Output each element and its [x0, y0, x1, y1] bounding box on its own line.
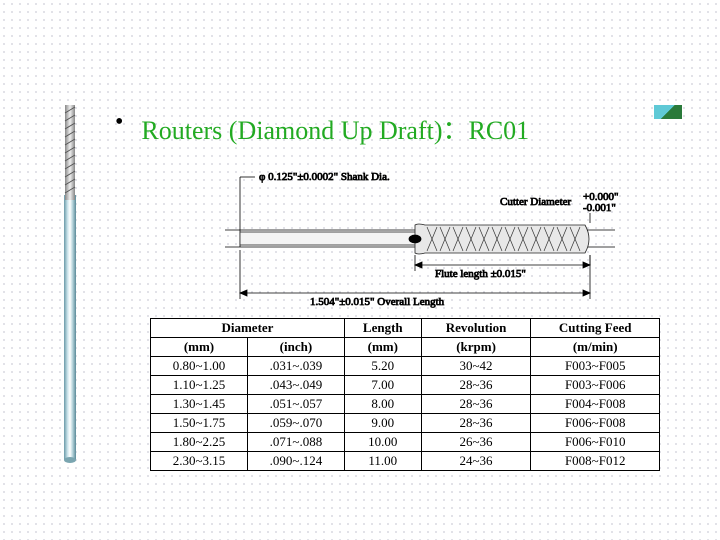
- table-cell: F004~F008: [531, 395, 660, 414]
- table-cell: 30~42: [421, 357, 531, 376]
- col-rev-unit: (krpm): [421, 338, 531, 357]
- table-cell: F008~F012: [531, 452, 660, 471]
- table-row: 1.30~1.45.051~.0578.0028~36F004~F008: [151, 395, 660, 414]
- col-feed: Cutting Feed: [531, 319, 660, 338]
- table-cell: 7.00: [344, 376, 421, 395]
- table-cell: 5.20: [344, 357, 421, 376]
- table-cell: F006~F010: [531, 433, 660, 452]
- table-cell: 1.50~1.75: [151, 414, 248, 433]
- router-bit-photo: [55, 105, 85, 465]
- table-cell: 11.00: [344, 452, 421, 471]
- table-cell: .043~.049: [247, 376, 344, 395]
- table-cell: 9.00: [344, 414, 421, 433]
- table-cell: 0.80~1.00: [151, 357, 248, 376]
- table-cell: 1.30~1.45: [151, 395, 248, 414]
- table-cell: .071~.088: [247, 433, 344, 452]
- spec-table: Diameter Length Revolution Cutting Feed …: [150, 318, 660, 471]
- table-row: 1.10~1.25.043~.0497.0028~36F003~F006: [151, 376, 660, 395]
- table-cell: 28~36: [421, 376, 531, 395]
- col-length-unit: (mm): [344, 338, 421, 357]
- table-cell: F006~F008: [531, 414, 660, 433]
- table-cell: .051~.057: [247, 395, 344, 414]
- table-cell: .059~.070: [247, 414, 344, 433]
- col-inch: (inch): [247, 338, 344, 357]
- table-cell: 26~36: [421, 433, 531, 452]
- router-dimension-diagram: φ 0.125"±0.0002" Shank Dia. Cutter Diame…: [215, 165, 655, 310]
- table-cell: 1.80~2.25: [151, 433, 248, 452]
- shank-dia-label: φ 0.125"±0.0002" Shank Dia.: [259, 171, 390, 183]
- table-cell: .031~.039: [247, 357, 344, 376]
- col-mm: (mm): [151, 338, 248, 357]
- col-revolution: Revolution: [421, 319, 531, 338]
- corner-decoration: [654, 105, 682, 119]
- table-cell: F003~F005: [531, 357, 660, 376]
- table-cell: 2.30~3.15: [151, 452, 248, 471]
- title-row: • Routers (Diamond Up Draft)：RC01: [115, 110, 529, 147]
- table-row: 1.50~1.75.059~.0709.0028~36F006~F008: [151, 414, 660, 433]
- cutter-dia-label: Cutter Diameter: [500, 196, 572, 208]
- col-diameter: Diameter: [151, 319, 345, 338]
- table-cell: .090~.124: [247, 452, 344, 471]
- table-cell: F003~F006: [531, 376, 660, 395]
- page-title: Routers (Diamond Up Draft)：RC01: [141, 110, 529, 147]
- table-row: 0.80~1.00.031~.0395.2030~42F003~F005: [151, 357, 660, 376]
- cutter-tol-bot: -0.001": [583, 202, 616, 214]
- bullet-icon: •: [115, 110, 123, 134]
- table-cell: 28~36: [421, 414, 531, 433]
- flute-length-label: Flute length ±0.015": [435, 268, 526, 280]
- table-cell: 1.10~1.25: [151, 376, 248, 395]
- table-row: 1.80~2.25.071~.08810.0026~36F006~F010: [151, 433, 660, 452]
- table-cell: 24~36: [421, 452, 531, 471]
- table-row: 2.30~3.15.090~.12411.0024~36F008~F012: [151, 452, 660, 471]
- table-cell: 10.00: [344, 433, 421, 452]
- table-cell: 8.00: [344, 395, 421, 414]
- overall-length-label: 1.504"±0.015" Overall Length: [310, 296, 445, 308]
- col-feed-unit: (m/min): [531, 338, 660, 357]
- table-cell: 28~36: [421, 395, 531, 414]
- col-length: Length: [344, 319, 421, 338]
